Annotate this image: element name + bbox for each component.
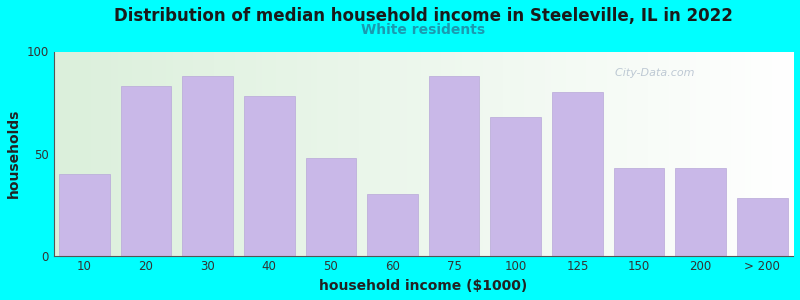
Title: Distribution of median household income in Steeleville, IL in 2022: Distribution of median household income … xyxy=(114,7,733,25)
Bar xyxy=(182,76,233,256)
Bar xyxy=(552,92,602,256)
Bar xyxy=(429,76,479,256)
Bar xyxy=(59,174,110,256)
Bar xyxy=(367,194,418,256)
Bar xyxy=(737,199,787,256)
Bar xyxy=(244,96,294,256)
Bar xyxy=(306,158,356,256)
Text: City-Data.com: City-Data.com xyxy=(608,68,694,78)
Bar xyxy=(490,117,541,256)
Bar xyxy=(614,168,664,256)
Bar xyxy=(675,168,726,256)
Text: White residents: White residents xyxy=(362,23,486,37)
Y-axis label: households: households xyxy=(7,109,21,198)
Bar xyxy=(121,86,171,256)
X-axis label: household income ($1000): household income ($1000) xyxy=(319,279,527,293)
